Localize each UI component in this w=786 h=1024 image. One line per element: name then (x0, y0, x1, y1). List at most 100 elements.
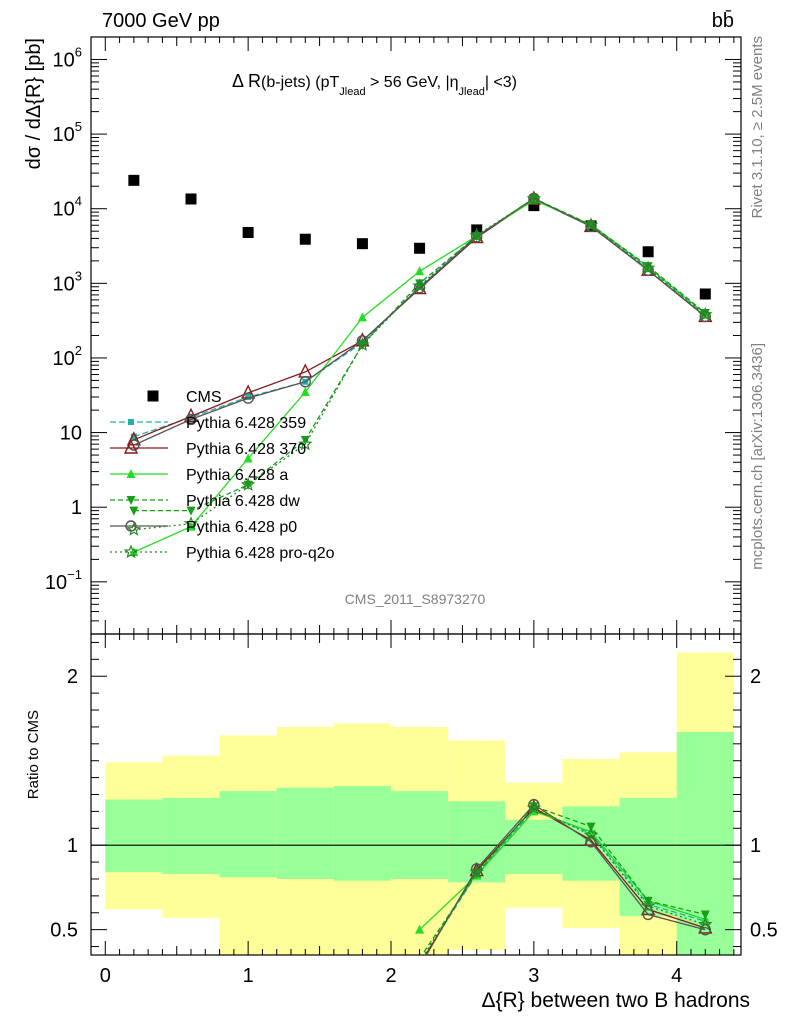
ratio-series-5 (423, 800, 713, 955)
ratio-series-line-5 (423, 807, 706, 955)
main-point-3-5 (415, 266, 425, 276)
legend-marker-1 (128, 419, 134, 425)
ratio-point-2-5 (415, 924, 425, 934)
y-tick-label: 10 (60, 423, 82, 445)
main-point-6-0 (126, 522, 142, 536)
x-tick-label: 0 (100, 965, 111, 987)
main-point-0-2 (242, 227, 254, 239)
y-tick-label: 103 (53, 268, 82, 295)
ratio-point-3-7 (529, 802, 539, 812)
mcplots-side-label: mcplots.cern.ch [arXiv:1306.3436] (749, 343, 766, 570)
main-point-1-0 (130, 433, 137, 440)
ratio-point-5-8 (583, 827, 599, 842)
ratio-ylabel: Ratio to CMS (25, 710, 42, 799)
legend-marker-2 (123, 439, 139, 454)
main-point-0-7 (528, 200, 540, 212)
band-1sigma-5 (391, 791, 449, 879)
main-point-5-2 (242, 392, 254, 404)
main-point-3-4 (357, 312, 367, 322)
main-point-5-5 (413, 282, 426, 294)
x-tick-label: 3 (528, 965, 539, 987)
legend-entry-3: Pythia 6.428 a (110, 467, 288, 484)
ratio-point-5-7 (526, 800, 542, 815)
legend-entry-6: Pythia 6.428 pro-q2o (110, 544, 335, 562)
main-point-1-2 (245, 393, 252, 400)
analysis-watermark: CMS_2011_S8973270 (345, 591, 486, 607)
ratio-point-3-10 (700, 910, 710, 920)
main-series-6 (126, 191, 713, 536)
legend-label-5: Pythia 6.428 p0 (186, 519, 297, 536)
y-tick-label: 104 (53, 194, 82, 221)
legend-marker-5 (125, 520, 137, 532)
main-series-5 (128, 192, 711, 451)
main-point-6-10 (698, 307, 713, 321)
legend-marker-3 (126, 469, 136, 478)
x-tick-label: 4 (671, 965, 682, 987)
y-tick-label: 106 (53, 44, 82, 71)
main-point-5-8 (585, 220, 597, 233)
main-point-5-3 (299, 376, 311, 388)
ratio-xlabel: Δ{R} between two B hadrons (481, 989, 750, 1012)
main-point-4-0 (129, 506, 139, 516)
main-point-0-10 (699, 288, 711, 300)
ratio-point-5-9 (640, 898, 656, 913)
band-1sigma-8 (562, 806, 620, 881)
ratio-uncertainty-bands (91, 652, 741, 955)
ratio-series-line-3 (421, 805, 706, 955)
ratio-point-4-10 (699, 923, 711, 936)
main-point-2-3 (298, 363, 313, 378)
ratio-point-4-6 (471, 863, 483, 875)
y-tick-label: 1 (71, 497, 82, 519)
band-1sigma-0 (105, 799, 163, 873)
main-point-4-5 (415, 279, 425, 289)
band-1sigma-4 (333, 786, 391, 881)
main-point-5-9 (642, 264, 654, 276)
main-point-3-2 (243, 453, 253, 463)
y-tick-label: 105 (53, 119, 82, 146)
main-point-6-2 (240, 477, 256, 491)
legend-entry-1: Pythia 6.428 359 (110, 415, 306, 432)
main-point-6-6 (469, 227, 484, 242)
legend-entry-2: Pythia 6.428 370 (110, 439, 306, 458)
main-point-0-9 (642, 246, 654, 258)
main-point-4-1 (186, 506, 196, 516)
main-point-4-9 (643, 262, 653, 272)
main-point-0-3 (299, 233, 311, 245)
legend-label-0: CMS (186, 389, 222, 406)
legend-label-6: Pythia 6.428 pro-q2o (186, 545, 335, 562)
ratio-point-4-8 (585, 836, 597, 848)
main-point-6-4 (355, 337, 370, 352)
main-point-0-4 (356, 238, 368, 250)
main-point-1-1 (188, 414, 194, 421)
y-tick-label: 10−1 (45, 567, 82, 594)
main-point-0-5 (414, 242, 426, 254)
band-1sigma-3 (276, 787, 334, 879)
main-point-6-5 (412, 278, 427, 293)
legend-entry-5: Pythia 6.428 p0 (110, 519, 297, 536)
legend-entry-0: CMS (147, 389, 222, 406)
legend-label-3: Pythia 6.428 a (186, 467, 288, 484)
main-point-0-1 (185, 193, 197, 205)
main-point-4-3 (300, 435, 310, 445)
rivet-side-label: Rivet 3.1.10, ≥ 2.5M events (749, 36, 766, 219)
main-series-line-5 (133, 197, 706, 446)
y-tick-label: 102 (53, 343, 82, 370)
legend-marker-0 (147, 390, 159, 402)
main-point-5-1 (185, 413, 197, 426)
main-point-0-0 (128, 174, 140, 186)
legend: CMS Pythia 6.428 359 Pythia 6.428 370 Pythi… (110, 389, 335, 562)
main-point-6-7 (526, 191, 542, 205)
axis-ticks: 0 1 2 3 4 10−1 1 10 102 103 104 105 106 0.5 0.5 1 1 2 2 (45, 36, 778, 987)
legend-label-1: Pythia 6.428 359 (186, 415, 306, 432)
main-point-6-9 (640, 260, 656, 275)
legend-entry-4: Pythia 6.428 dw (110, 493, 300, 510)
data-series (126, 174, 713, 955)
ratio-y-tick-label-left: 2 (67, 666, 78, 688)
ratio-point-4-7 (528, 798, 540, 811)
main-point-3-3 (300, 386, 310, 396)
ratio-series-line-0 (424, 808, 706, 955)
ratio-y-tick-label-right: 2 (750, 666, 761, 688)
x-tick-label: 2 (385, 965, 396, 987)
main-point-3-0 (129, 547, 139, 557)
